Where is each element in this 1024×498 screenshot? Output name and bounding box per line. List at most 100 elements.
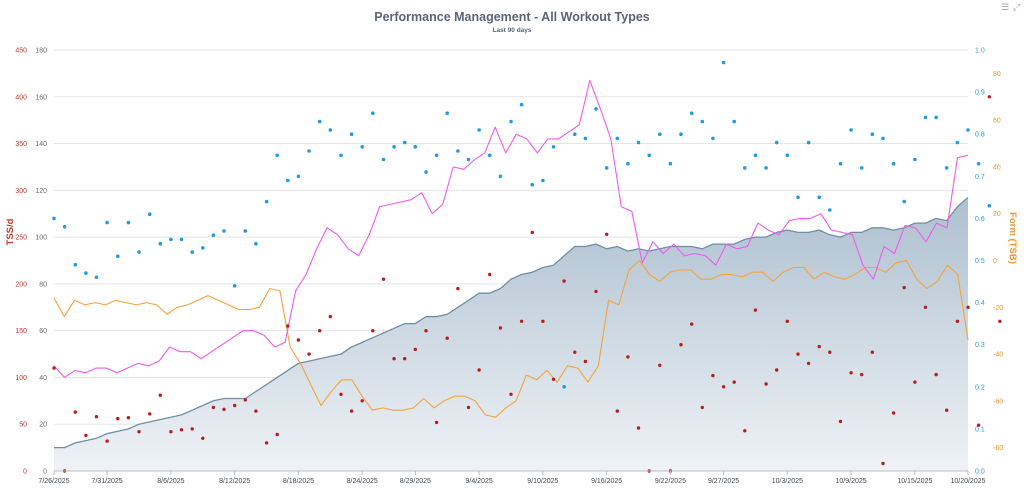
tss-point [721, 385, 726, 389]
if-point [339, 153, 343, 158]
ctl-tick-label: 60 [39, 328, 47, 335]
if-point [796, 195, 800, 200]
tss-point [105, 439, 109, 443]
tsb-tick-label: 40 [993, 164, 1001, 171]
if-point [296, 174, 301, 179]
if-point [902, 199, 906, 204]
if-point [615, 136, 620, 141]
if-point [232, 284, 237, 288]
axes: 0501001502002503003504004500204060801001… [15, 48, 1003, 486]
x-tick-label: 7/26/2025 [38, 478, 69, 485]
tss-tick-label: 450 [15, 48, 27, 55]
if-point [913, 157, 917, 162]
left-axis-label: TSS/d [5, 218, 16, 245]
ctl-tick-label: 120 [35, 188, 47, 195]
if-point [743, 166, 747, 170]
if-point [477, 128, 481, 132]
tss-point [52, 366, 56, 370]
if-point [328, 128, 333, 132]
if-point [658, 132, 662, 136]
ctl-line [54, 196, 969, 449]
tss-point [445, 336, 449, 340]
if-point [498, 174, 503, 179]
tss-point [275, 432, 279, 437]
tss-point [424, 329, 428, 333]
tss-tick-label: 350 [15, 141, 27, 148]
x-tick-label: 8/18/2025 [283, 478, 314, 485]
if-point [402, 140, 407, 145]
if-point [976, 161, 981, 166]
tss-point [73, 410, 78, 414]
tsb-tick-label: 80 [993, 71, 1001, 78]
if-point [73, 262, 78, 267]
if-point [371, 111, 375, 115]
if-point [254, 241, 258, 246]
tss-point [541, 319, 545, 323]
x-tick-label: 7/31/2025 [92, 478, 123, 485]
tss-point [753, 308, 758, 312]
tss-point [94, 415, 99, 419]
tss-point [488, 272, 492, 277]
if-point [275, 153, 280, 158]
tss-point [551, 377, 556, 381]
if-point [392, 145, 396, 149]
ctl-area [54, 196, 969, 472]
if-point [519, 102, 524, 107]
tss-point [318, 329, 322, 333]
tss-point [934, 372, 938, 377]
atl-series [53, 79, 969, 378]
if-point [838, 161, 843, 166]
if-point [551, 145, 556, 149]
expand-icon[interactable]: ⤢ [1013, 2, 1021, 12]
tss-point [148, 412, 152, 416]
if-tick-label: 0.3 [975, 342, 985, 349]
tss-point [870, 350, 874, 354]
if-point [774, 140, 779, 145]
tss-tick-label: 200 [15, 281, 27, 288]
if-point [509, 119, 513, 124]
if-point [881, 136, 885, 141]
if-point [94, 275, 99, 280]
if-point [732, 119, 736, 124]
if-point [434, 153, 439, 158]
if-point [944, 166, 949, 170]
menu-icon[interactable]: ☰ [1001, 2, 1010, 12]
tss-point [413, 347, 417, 352]
tss-point [519, 319, 524, 323]
if-tick-label: 1.0 [975, 48, 985, 55]
if-point [541, 178, 545, 183]
tss-point [381, 277, 386, 281]
x-tick-label: 8/29/2025 [400, 478, 431, 485]
tss-point [860, 372, 864, 377]
if-point [636, 140, 641, 145]
tss-point [976, 423, 981, 427]
if-point [211, 233, 216, 237]
tss-point [636, 426, 641, 430]
tss-point [785, 319, 789, 323]
if-point [349, 132, 354, 136]
tss-point [700, 405, 704, 410]
tsb-tick-label: -60 [993, 398, 1003, 405]
if-point [668, 161, 673, 166]
ctl-tick-label: 40 [39, 375, 47, 382]
tss-point [658, 363, 662, 367]
if-point [583, 136, 588, 141]
if-point [286, 178, 290, 183]
tss-point [605, 232, 609, 236]
if-point [424, 170, 428, 174]
tss-points [52, 95, 1002, 473]
tss-point [498, 326, 503, 330]
x-tick-label: 8/24/2025 [347, 478, 378, 485]
if-tick-label: 0.6 [975, 216, 985, 223]
if-point [201, 246, 205, 250]
tss-point [923, 305, 928, 309]
if-tick-label: 0.9 [975, 90, 985, 97]
tss-point [775, 368, 779, 372]
tss-point [966, 305, 970, 309]
if-point [966, 128, 970, 132]
tss-tick-label: 50 [19, 422, 27, 429]
if-point [466, 157, 471, 162]
if-point [190, 250, 194, 254]
if-point [785, 153, 790, 158]
tss-point [137, 430, 141, 434]
